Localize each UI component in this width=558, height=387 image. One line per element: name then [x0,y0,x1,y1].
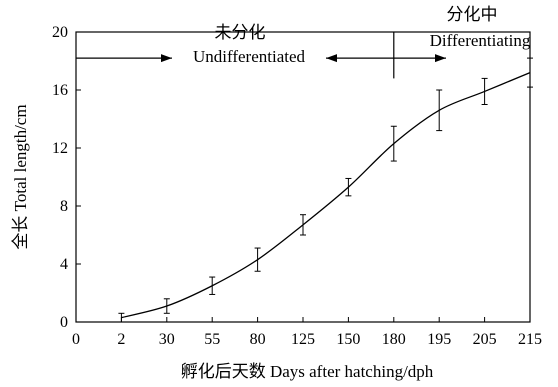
x-tick-label: 55 [204,331,220,348]
x-tick-label: 30 [159,331,175,348]
y-axis-label: 全长 Total length/cm [11,104,30,249]
x-tick-label: 0 [72,331,80,348]
x-tick-label: 205 [473,331,497,348]
y-tick-label: 8 [60,198,68,215]
x-tick-label: 2 [117,331,125,348]
y-tick-label: 0 [60,314,68,331]
y-tick-label: 12 [52,140,68,157]
y-tick-label: 4 [60,256,68,273]
x-tick-label: 150 [336,331,360,348]
y-tick-label: 20 [52,24,68,41]
arrowhead [161,54,172,62]
annotation-undifferentiated-zh: 未分化 [215,23,266,42]
y-tick-label: 16 [52,82,68,99]
annotation-differentiating-zh: 分化中 [447,5,498,24]
series-line [121,73,530,318]
annotation-differentiating-en: Differentiating [430,31,531,50]
x-tick-label: 180 [382,331,406,348]
annotation-differentiating: 分化中 Differentiating [430,5,531,50]
plot-area: 0 2 30 55 80 125 150 180 195 205 215 0 4 8 12 16 20 [52,24,542,348]
x-tick-label: 80 [250,331,266,348]
x-tick-label: 215 [518,331,542,348]
plot-frame [76,32,530,322]
arrowhead [326,54,337,62]
arrowhead [435,54,446,62]
annotation-undifferentiated: 未分化 Undifferentiated [193,23,306,66]
x-axis-label: 孵化后天数 Days after hatching/dph [181,362,434,381]
annotation-undifferentiated-en: Undifferentiated [193,47,306,66]
x-tick-label: 125 [291,331,315,348]
x-tick-label: 195 [427,331,451,348]
